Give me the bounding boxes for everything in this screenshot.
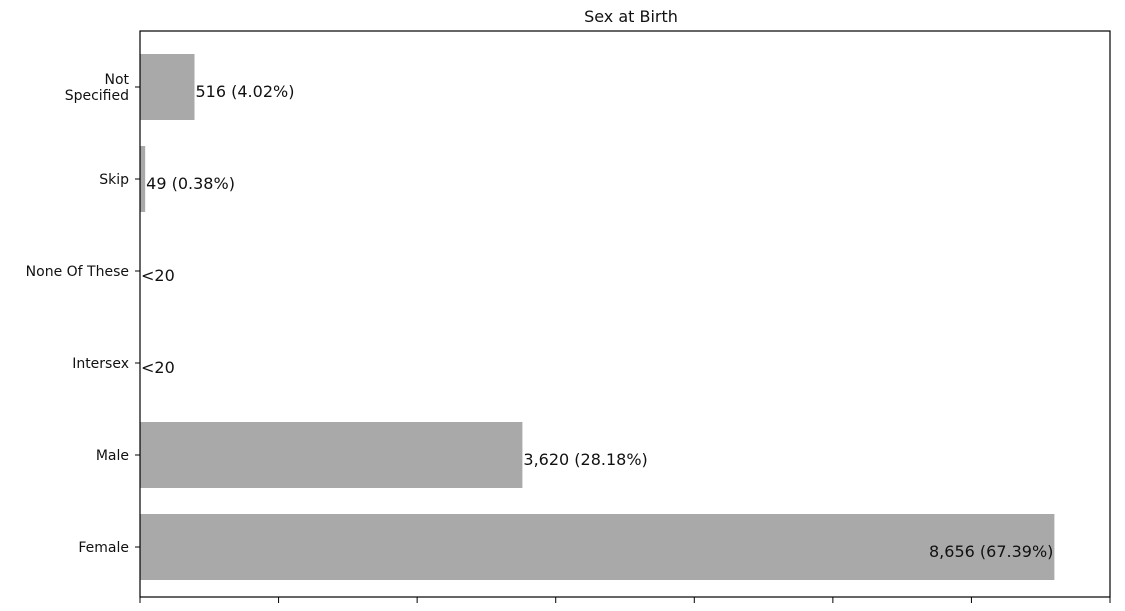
chart-title: Sex at Birth — [584, 7, 678, 26]
y-tick-label: None Of These — [26, 264, 129, 280]
data-label: 516 (4.02%) — [196, 82, 295, 101]
data-label: 49 (0.38%) — [146, 174, 235, 193]
bar-skip — [140, 146, 146, 212]
y-tick-label: Skip — [99, 172, 129, 188]
y-tick-label: Male — [96, 448, 129, 464]
bar-not-specified — [140, 54, 195, 120]
y-tick-label: Not Specified — [65, 72, 130, 104]
data-labels-layer: 8,656 (67.39%) 3,620 (28.18%) <20 <20 49 (0.… — [141, 82, 1053, 561]
bars-layer — [140, 54, 1055, 580]
y-tick-label: Female — [78, 540, 129, 556]
x-axis — [139, 597, 1111, 603]
y-axis: Female Male Intersex None Of These Skip Not Sp… — [26, 72, 140, 556]
data-label: <20 — [141, 358, 175, 377]
bar-male — [140, 422, 523, 488]
bar-female — [140, 514, 1055, 580]
plot-frame — [139, 30, 1111, 598]
data-label: 8,656 (67.39%) — [929, 542, 1053, 561]
data-label: 3,620 (28.18%) — [523, 450, 647, 469]
data-label: <20 — [141, 266, 175, 285]
y-tick-label: Intersex — [72, 356, 129, 372]
